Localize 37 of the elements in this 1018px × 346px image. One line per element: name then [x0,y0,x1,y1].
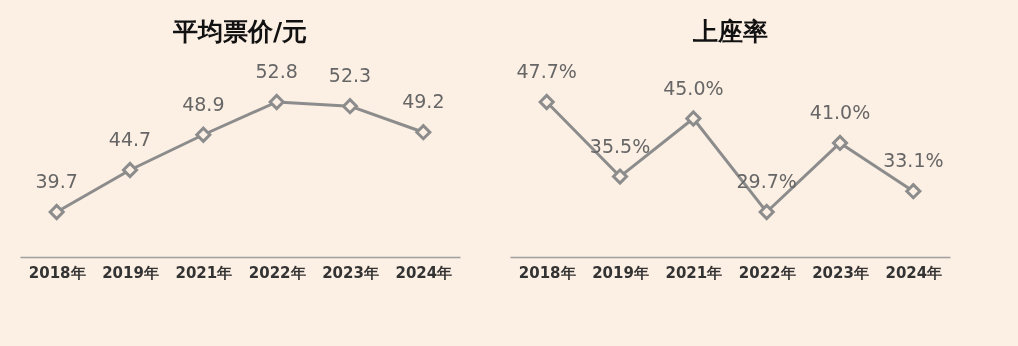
x-tick-label: 2018年 [518,263,576,282]
point [121,162,139,179]
data-label: 35.5% [589,134,651,157]
x-tick-label: 2021年 [175,263,233,282]
point [905,183,922,200]
data-label: 41.0% [809,100,871,123]
data-label: 49.2 [402,90,445,113]
x-tick-label: 2019年 [102,263,159,282]
point [685,110,702,127]
data-label: 52.8 [255,60,298,82]
data-label: 47.7% [516,60,577,82]
x-tick-label: 2019年 [592,263,649,282]
data-label: 44.7 [108,128,152,151]
point [758,203,775,221]
point [341,98,359,115]
data-label: 52.3 [328,64,372,87]
data-label: 33.1% [883,149,944,172]
data-label: 45.0% [663,76,724,99]
point [268,93,285,111]
x-tick-label: 2018年 [28,263,86,282]
point [538,93,555,111]
point [831,134,849,151]
point [415,124,432,141]
point [48,203,65,221]
chart-title: 平均票价/元 [171,17,308,46]
x-tick-label: 2022年 [738,263,796,282]
point [611,168,629,185]
x-tick-label: 2024年 [395,263,453,282]
x-tick-label: 2021年 [665,263,723,282]
data-label: 39.7 [35,170,78,192]
x-tick-label: 2024年 [885,263,943,282]
x-tick-label: 2023年 [812,263,869,282]
x-tick-label: 2022年 [248,263,306,282]
data-label: 48.9 [182,92,225,115]
point [195,126,212,143]
x-tick-label: 2023年 [322,263,379,282]
chart-title: 上座率 [691,17,768,46]
